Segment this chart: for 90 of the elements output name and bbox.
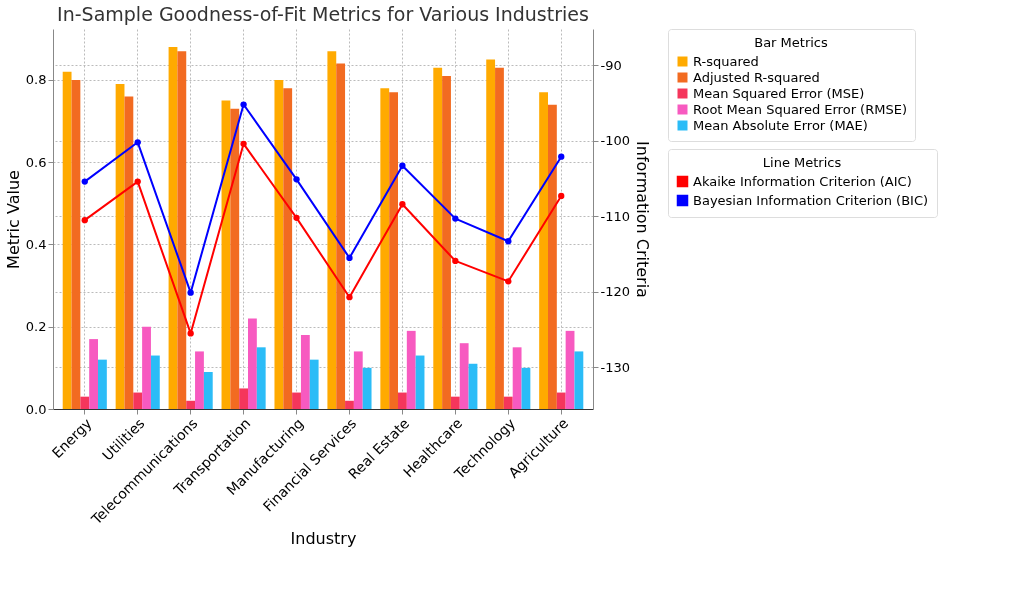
bar bbox=[362, 367, 372, 409]
point bbox=[81, 216, 88, 224]
bar bbox=[398, 392, 407, 409]
bar bbox=[442, 75, 451, 409]
bar bbox=[565, 330, 575, 409]
bar bbox=[203, 371, 213, 409]
bar bbox=[415, 355, 425, 409]
bar bbox=[195, 351, 204, 409]
bar bbox=[353, 351, 363, 409]
bar bbox=[406, 330, 416, 409]
bar bbox=[274, 80, 284, 409]
legend-label: Mean Absolute Error (MAE) bbox=[693, 117, 868, 133]
y2-tick-label: -130 bbox=[600, 359, 631, 375]
point bbox=[240, 101, 247, 108]
bar bbox=[256, 347, 266, 409]
y2-tick-label: -110 bbox=[600, 208, 631, 224]
point bbox=[81, 178, 88, 185]
point bbox=[558, 192, 565, 200]
y2-axis-title: Information Criteria bbox=[633, 141, 652, 298]
bar bbox=[62, 71, 72, 409]
point bbox=[134, 139, 141, 146]
bar bbox=[89, 339, 98, 409]
bar bbox=[521, 367, 531, 409]
bar bbox=[230, 108, 240, 409]
point bbox=[452, 215, 459, 222]
bar bbox=[142, 326, 151, 409]
y2-tick-label: -120 bbox=[600, 284, 631, 300]
y-tick-label: 0.0 bbox=[25, 401, 47, 417]
text: Bar Metrics bbox=[754, 35, 828, 50]
bar bbox=[248, 318, 257, 409]
bar bbox=[486, 59, 496, 409]
text: Line Metrics bbox=[762, 155, 842, 170]
bar bbox=[98, 359, 107, 409]
bar bbox=[133, 392, 143, 409]
bar bbox=[283, 88, 293, 409]
bar bbox=[292, 392, 301, 409]
y-tick-label: 0.4 bbox=[25, 237, 47, 252]
y2-tick-label: -100 bbox=[600, 133, 631, 149]
bar bbox=[309, 359, 319, 409]
x-axis-title: Industry bbox=[290, 529, 357, 549]
chart-title: In-Sample Goodness-of-Fit Metrics for Various Industries bbox=[57, 2, 589, 25]
bar bbox=[380, 88, 390, 409]
bar bbox=[433, 67, 443, 409]
point bbox=[240, 140, 247, 147]
bar bbox=[389, 92, 398, 409]
point bbox=[187, 289, 194, 296]
legend-label: Mean Squared Error (MSE) bbox=[693, 85, 865, 101]
bar bbox=[80, 396, 90, 409]
bar bbox=[150, 355, 160, 409]
bar bbox=[124, 96, 134, 409]
legend-label: Root Mean Squared Error (RMSE) bbox=[693, 101, 907, 117]
bar bbox=[327, 51, 337, 409]
y-tick-label: 0.2 bbox=[25, 319, 47, 335]
bar bbox=[548, 104, 557, 409]
y-tick-label: 0.6 bbox=[25, 154, 47, 170]
point bbox=[558, 153, 565, 160]
bar bbox=[300, 334, 310, 409]
bar bbox=[345, 400, 354, 409]
y-axis-title: Metric Value bbox=[3, 170, 23, 269]
bar bbox=[336, 63, 346, 409]
bar bbox=[556, 392, 566, 409]
point bbox=[399, 162, 406, 169]
legend-label: Bayesian Information Criterion (BIC) bbox=[693, 192, 929, 208]
y-tick-label: 0.8 bbox=[25, 72, 47, 88]
legend-label: Adjusted R-squared bbox=[693, 69, 820, 85]
bar bbox=[495, 67, 504, 409]
point bbox=[346, 294, 353, 301]
point bbox=[293, 214, 300, 222]
bar bbox=[459, 343, 469, 409]
bar bbox=[539, 92, 548, 409]
bar bbox=[468, 363, 478, 409]
point bbox=[293, 176, 300, 183]
bar bbox=[574, 351, 584, 409]
point bbox=[452, 257, 459, 265]
point bbox=[346, 254, 353, 262]
point bbox=[399, 201, 406, 208]
bar bbox=[503, 396, 513, 409]
bar bbox=[450, 396, 460, 409]
bar bbox=[71, 80, 81, 409]
point bbox=[505, 278, 512, 285]
point bbox=[134, 178, 141, 185]
point bbox=[187, 330, 194, 337]
y2-tick-label: -90 bbox=[600, 57, 622, 73]
bar bbox=[186, 400, 196, 409]
legend-label: Akaike Information Criterion (AIC) bbox=[693, 173, 912, 189]
bar bbox=[512, 347, 522, 409]
point bbox=[505, 238, 512, 245]
legend-label: R-squared bbox=[693, 53, 759, 69]
bar bbox=[239, 388, 248, 409]
bar bbox=[177, 51, 187, 409]
